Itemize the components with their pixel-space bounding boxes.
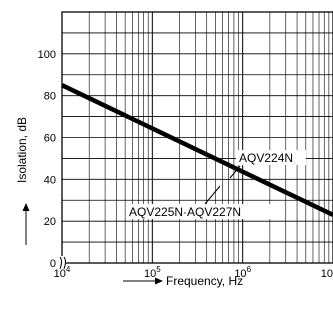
y-axis-title: Isolation, dB [15, 117, 29, 183]
annotation-aqv224n: AQV224N [239, 151, 293, 165]
plot-frame [61, 11, 333, 264]
axis-break-stroke [59, 256, 62, 270]
x-axis-title: Frequency, Hz [166, 274, 243, 288]
x-axis-arrow [123, 277, 163, 285]
y-tick-labels: 0 20 40 60 80 100 [38, 49, 56, 270]
x-tick-labels: 104 105 106 10 [54, 265, 333, 280]
annotation-aqv225n-aqv227n: AQV225N·AQV227N [129, 205, 241, 219]
x-tick-label: 105 [144, 265, 161, 280]
y-arrow-head [22, 203, 30, 211]
annotation-bg [236, 150, 306, 165]
y-axis-arrow [22, 203, 30, 245]
annotation-bg [126, 204, 274, 219]
x-tick-label: 106 [234, 265, 251, 280]
axis-break-mark [59, 256, 66, 270]
annotation-leader [204, 185, 221, 205]
y-tick-label: 100 [38, 49, 56, 61]
y-tick-label: 60 [44, 133, 56, 145]
axis-break-gap [61, 256, 66, 270]
annotation-layer: AQV224N AQV225N·AQV227N [126, 150, 306, 219]
y-tick-label: 0 [50, 258, 56, 270]
y-tick-label: 80 [44, 91, 56, 103]
axis-break-stroke [63, 256, 66, 270]
series-line [61, 83, 333, 217]
annotation-leader [229, 165, 241, 179]
y-tick-label: 40 [44, 174, 56, 186]
y-tick-label: 20 [44, 216, 56, 228]
grid-major [61, 11, 333, 264]
x-tick-label: 10 [321, 268, 333, 280]
x-arrow-head [155, 277, 163, 285]
x-tick-label: 104 [54, 265, 71, 280]
series-layer [61, 83, 333, 217]
